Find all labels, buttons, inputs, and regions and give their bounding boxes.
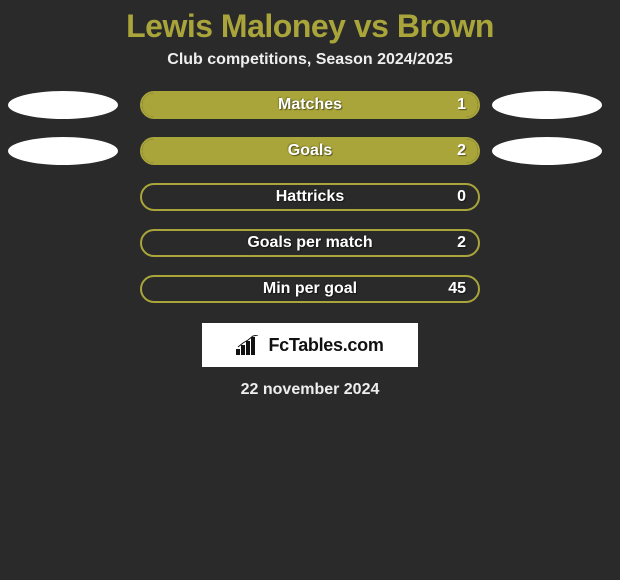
player-ellipse-right bbox=[492, 91, 602, 119]
player-ellipse-right bbox=[492, 137, 602, 165]
stat-value: 2 bbox=[457, 139, 466, 163]
stat-label: Hattricks bbox=[142, 185, 478, 209]
player-ellipse-left bbox=[8, 137, 118, 165]
subtitle: Club competitions, Season 2024/2025 bbox=[167, 51, 452, 69]
stat-label: Goals bbox=[142, 139, 478, 163]
branding-badge: FcTables.com bbox=[202, 323, 418, 367]
stat-row: Hattricks0 bbox=[0, 183, 620, 211]
date-text: 22 november 2024 bbox=[241, 381, 380, 399]
branding-text: FcTables.com bbox=[268, 335, 383, 356]
stat-row: Min per goal45 bbox=[0, 275, 620, 303]
stat-label: Min per goal bbox=[142, 277, 478, 301]
stat-value: 0 bbox=[457, 185, 466, 209]
stat-bar: Min per goal45 bbox=[140, 275, 480, 303]
bars-icon bbox=[236, 335, 262, 355]
comparison-card: Lewis Maloney vs Brown Club competitions… bbox=[0, 0, 620, 399]
stat-row: Goals per match2 bbox=[0, 229, 620, 257]
stat-value: 2 bbox=[457, 231, 466, 255]
stat-label: Goals per match bbox=[142, 231, 478, 255]
stat-row: Matches1 bbox=[0, 91, 620, 119]
stat-value: 45 bbox=[448, 277, 466, 301]
stat-row: Goals2 bbox=[0, 137, 620, 165]
stat-bar: Hattricks0 bbox=[140, 183, 480, 211]
stat-bar: Goals per match2 bbox=[140, 229, 480, 257]
page-title: Lewis Maloney vs Brown bbox=[126, 8, 494, 45]
stat-label: Matches bbox=[142, 93, 478, 117]
stat-value: 1 bbox=[457, 93, 466, 117]
stat-rows: Matches1Goals2Hattricks0Goals per match2… bbox=[0, 91, 620, 303]
stat-bar: Matches1 bbox=[140, 91, 480, 119]
stat-bar: Goals2 bbox=[140, 137, 480, 165]
player-ellipse-left bbox=[8, 91, 118, 119]
